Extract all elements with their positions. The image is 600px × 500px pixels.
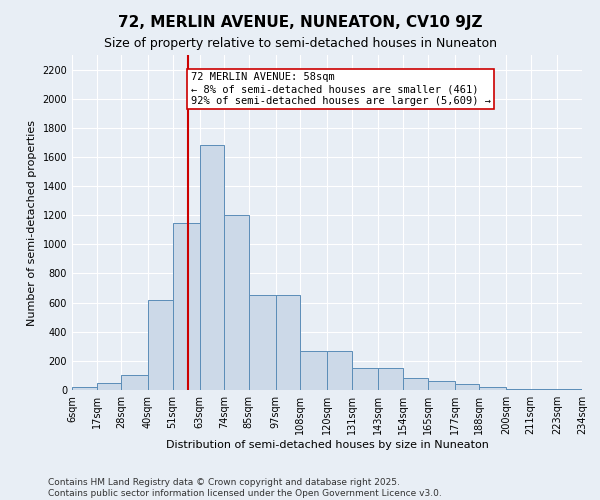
Bar xyxy=(121,376,148,390)
X-axis label: Distribution of semi-detached houses by size in Nuneaton: Distribution of semi-detached houses by … xyxy=(166,440,488,450)
Text: Contains HM Land Registry data © Crown copyright and database right 2025.
Contai: Contains HM Land Registry data © Crown c… xyxy=(48,478,442,498)
Bar xyxy=(428,382,455,390)
Bar xyxy=(479,387,506,390)
Bar xyxy=(97,382,121,390)
Bar xyxy=(300,350,327,390)
Bar xyxy=(199,146,224,390)
Bar xyxy=(224,215,249,390)
Bar xyxy=(403,378,428,390)
Bar xyxy=(455,384,479,390)
Bar xyxy=(352,368,379,390)
Bar xyxy=(173,222,199,390)
Bar xyxy=(249,296,275,390)
Bar xyxy=(327,350,352,390)
Text: 72 MERLIN AVENUE: 58sqm
← 8% of semi-detached houses are smaller (461)
92% of se: 72 MERLIN AVENUE: 58sqm ← 8% of semi-det… xyxy=(191,72,491,106)
Bar xyxy=(275,296,300,390)
Bar xyxy=(506,388,530,390)
Bar xyxy=(148,300,173,390)
Bar xyxy=(379,368,403,390)
Bar xyxy=(72,387,97,390)
Y-axis label: Number of semi-detached properties: Number of semi-detached properties xyxy=(27,120,37,326)
Text: 72, MERLIN AVENUE, NUNEATON, CV10 9JZ: 72, MERLIN AVENUE, NUNEATON, CV10 9JZ xyxy=(118,15,482,30)
Text: Size of property relative to semi-detached houses in Nuneaton: Size of property relative to semi-detach… xyxy=(104,38,497,51)
